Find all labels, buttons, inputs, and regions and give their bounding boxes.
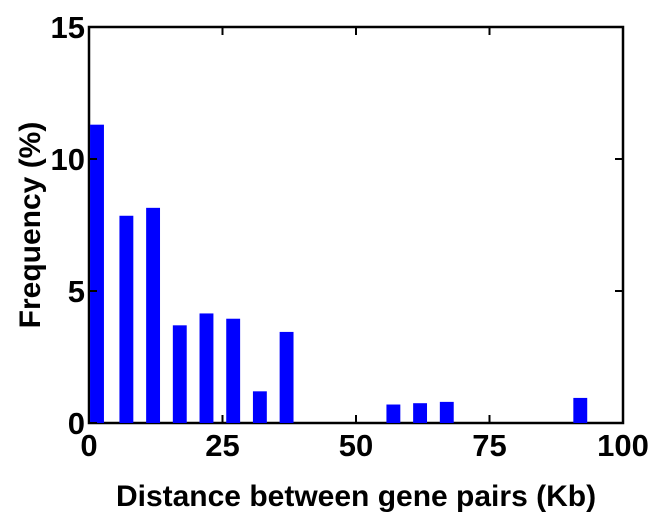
x-tick-label: 75 [472,428,506,463]
bar-7 [279,331,294,423]
y-axis-label: Frequency (%) [14,122,47,329]
x-axis-label: Distance between gene pairs (Kb) [116,480,596,512]
y-tick-label: 5 [68,274,85,309]
bar-1 [119,215,134,423]
bar-10 [439,401,454,423]
bar-8 [386,404,401,423]
x-tick-label: 25 [205,428,239,463]
bar-2 [146,207,161,423]
bar-3 [172,325,187,423]
y-tick-labels: 0 5 10 15 [51,10,85,441]
y-tick-label: 10 [51,142,85,177]
plot-area-frame [87,25,625,425]
x-tick-label: 0 [80,428,97,463]
bar-0 [90,124,104,424]
bar-9 [413,403,428,423]
bar-4 [199,313,214,423]
bar-11 [573,397,588,423]
x-tick-label: 100 [597,428,649,463]
bar-5 [226,318,241,423]
y-tick-label: 0 [68,406,85,441]
y-tick-label: 15 [51,10,85,45]
bars-group [90,124,588,424]
bar-6 [252,391,267,423]
x-tick-labels: 0 25 50 75 100 [80,428,648,463]
x-tick-label: 50 [339,428,373,463]
ticks-group [88,26,624,424]
